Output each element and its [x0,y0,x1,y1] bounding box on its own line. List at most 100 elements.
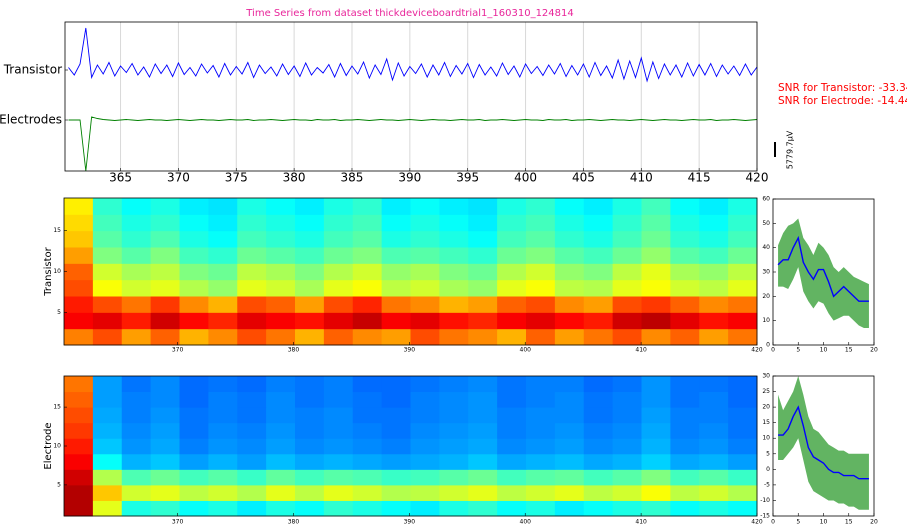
heatmap-cell [266,376,296,393]
heatmap-cell [641,279,671,297]
heatmap-cell [670,407,700,424]
heatmap-cell [381,500,411,517]
heatmap-cell [554,198,585,215]
heatmap-cell [150,422,180,439]
heatmap-cell [670,376,700,393]
heatmap-cell [121,312,152,330]
heatmap-cell [728,438,758,455]
heatmap-cell [64,279,94,297]
x-tick-label: 380 [283,171,306,185]
heatmap-cell [352,376,383,393]
x-tick-label: 400 [520,347,532,354]
heatmap-cell [92,198,123,215]
heatmap-cell [64,214,94,232]
heatmap-cell [237,391,267,408]
heatmap-cell [179,263,209,281]
heatmap-cell [150,312,180,330]
heatmap-cell [92,422,123,439]
heatmap-cell [266,263,296,281]
heatmap-cell [468,312,498,330]
heatmap-cell [526,279,556,297]
x-tick-label: 10 [820,519,828,526]
heatmap-cell [641,214,671,232]
heatmap-cell [410,263,440,281]
heatmap-cell [439,214,469,232]
heatmap-cell [612,376,642,393]
axes-frame [63,375,758,517]
x-tick-label: 410 [635,519,647,526]
heatmap-cell [497,247,527,264]
heatmap-cell [497,438,527,455]
heatmap-cell [439,198,469,215]
heatmap-cell [410,391,440,408]
heatmap-cell [699,438,729,455]
heatmap-cell [439,376,469,393]
heatmap-cell [64,407,94,424]
heatmap-cell [295,407,325,424]
heatmap-cell [266,198,296,215]
heatmap-cell [323,484,354,501]
heatmap-cell [381,296,411,313]
heatmap-cell [121,407,152,424]
heatmap-cell [208,500,238,517]
heatmap-cell [468,328,498,346]
heatmap-cell [266,312,296,330]
axes-frame [772,198,875,346]
heatmap-cell [699,247,729,264]
heatmap-cell [150,376,180,393]
heatmap-cell [410,247,440,264]
heatmap-cell [295,263,325,281]
heatmap-cell [554,469,585,486]
heatmap-cell [728,407,758,424]
trace [778,405,869,480]
heatmap-cell [468,500,498,517]
heatmap-cell [295,328,325,346]
heatmap-cell [410,422,440,439]
heatmap-cell [439,230,469,248]
heatmap-cell [208,263,238,281]
heatmap-cell [121,391,152,408]
axes-frame [772,375,875,517]
heatmap-cell [323,279,354,297]
heatmap-cell [641,391,671,408]
y-tick-label: 10 [53,443,61,450]
heatmap-cell [64,422,94,439]
heatmap-cell [497,279,527,297]
heatmap-cell [468,407,498,424]
heatmap-cell [641,328,671,346]
heatmap-cell [92,328,123,346]
heatmap-cell [237,279,267,297]
heatmap-cell [670,279,700,297]
x-tick-label: 400 [520,519,532,526]
heatmap-cell [612,198,642,215]
heatmap-cell [439,484,469,501]
heatmap-cell [728,296,758,313]
heatmap-cell [121,263,152,281]
heatmap-cell [92,376,123,393]
x-tick-label: 390 [404,519,416,526]
heatmap-cell [699,328,729,346]
heatmap-cell [237,469,267,486]
heatmap-cell [526,422,556,439]
heatmap-cell [410,296,440,313]
y-tick-label: 40 [762,244,770,251]
heatmap-cell [121,438,152,455]
heatmap-cell [179,500,209,517]
heatmap-cell [352,407,383,424]
heatmap-cell [526,198,556,215]
heatmap-cell [208,312,238,330]
x-tick-label: 395 [456,171,479,185]
heatmap-cell [612,453,642,470]
heatmap-cell [92,453,123,470]
snr-annotation: SNR for Transistor: -33.34 [778,82,907,94]
y-tick-label: 15 [53,227,61,234]
heatmap-cell [554,312,585,330]
heatmap-cell [641,263,671,281]
heatmap-cell [381,438,411,455]
trace [68,116,758,172]
x-tick-label: 405 [572,171,595,185]
heatmap-cell [670,453,700,470]
heatmap-cell [641,312,671,330]
heatmap-cell [699,263,729,281]
y-tick-label: Transistor [3,63,62,77]
